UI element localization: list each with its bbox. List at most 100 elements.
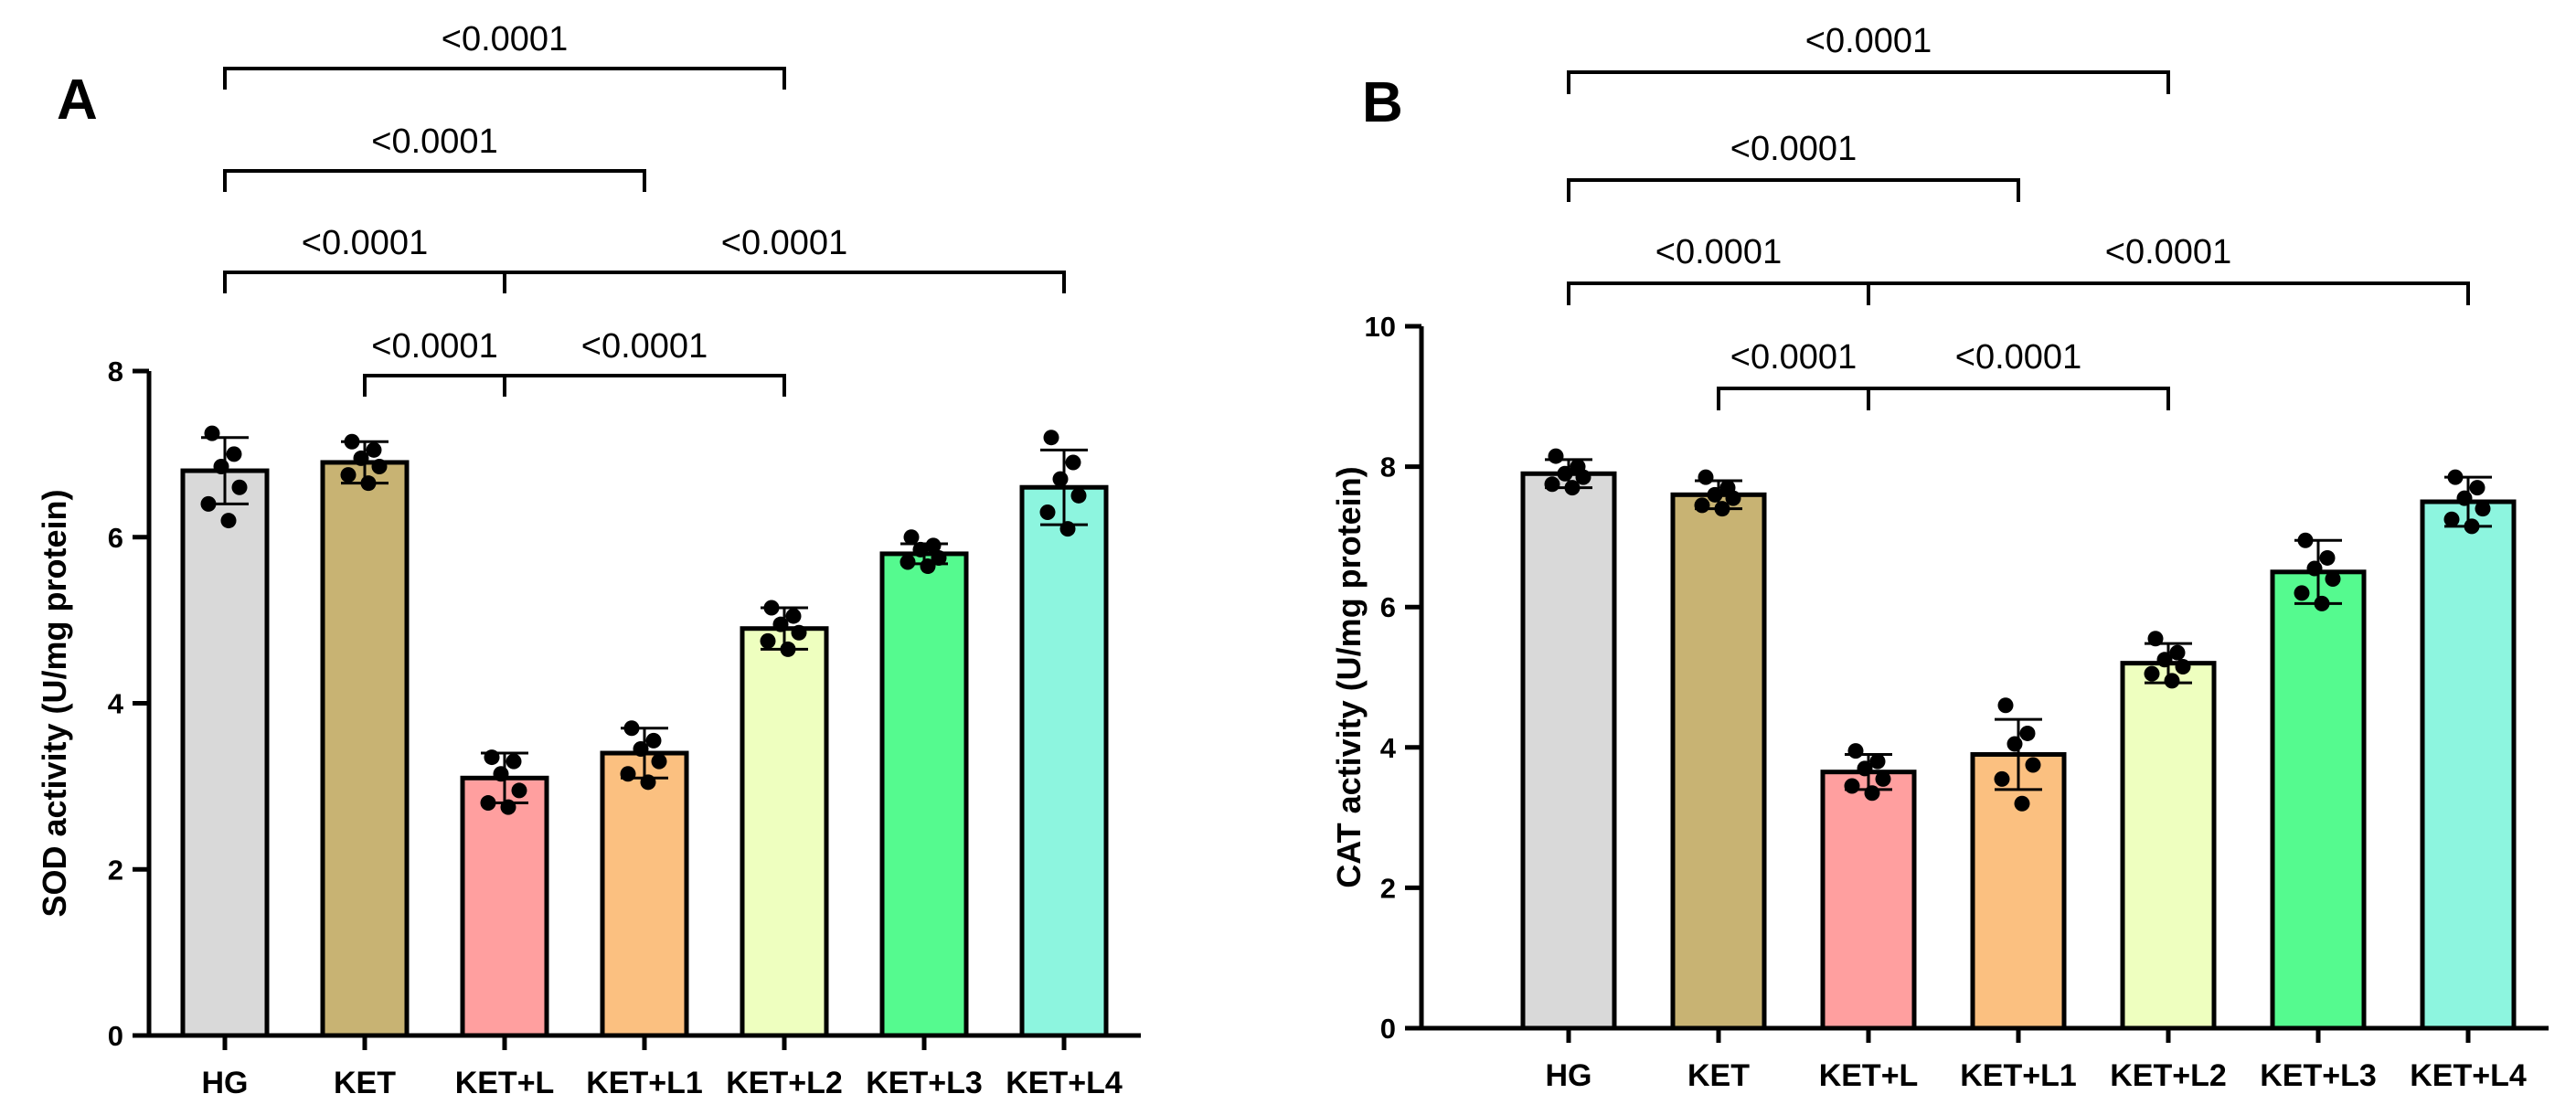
data-point xyxy=(1557,465,1573,482)
data-point xyxy=(633,740,649,757)
data-point xyxy=(1694,497,1710,514)
data-point xyxy=(920,558,936,575)
data-point xyxy=(1707,486,1723,503)
p-value-label: <0.0001 xyxy=(302,224,428,262)
bar xyxy=(1970,751,2067,1031)
data-point xyxy=(2175,658,2191,674)
data-point xyxy=(2164,673,2180,689)
data-point xyxy=(1994,770,2010,787)
significance-bracket xyxy=(223,169,646,192)
significance-bracket xyxy=(1867,281,2470,305)
data-point xyxy=(2443,511,2460,527)
data-point xyxy=(1575,469,1591,485)
category-label: KET+L3 xyxy=(866,1066,983,1100)
data-point xyxy=(511,782,527,799)
p-value-label: <0.0001 xyxy=(1730,130,1857,168)
bar xyxy=(2120,661,2217,1031)
significance-bracket xyxy=(223,271,506,293)
data-point xyxy=(493,766,509,782)
bar xyxy=(879,551,969,1038)
y-tick-label: 10 xyxy=(1365,311,1396,343)
data-point xyxy=(2294,585,2310,601)
data-point xyxy=(2147,631,2164,647)
data-point xyxy=(925,537,942,554)
data-point xyxy=(371,459,388,475)
data-point xyxy=(226,446,242,462)
significance-bracket xyxy=(363,374,506,397)
bar xyxy=(600,750,689,1038)
significance-bracket xyxy=(1867,387,2170,410)
data-point xyxy=(760,632,776,649)
data-point xyxy=(2019,725,2036,741)
data-point xyxy=(2447,469,2464,485)
y-tick-label: 4 xyxy=(1380,732,1397,764)
data-point xyxy=(1869,753,1886,770)
data-point xyxy=(2144,665,2160,682)
data-point xyxy=(2325,570,2341,587)
data-point xyxy=(791,624,807,641)
category-label: HG xyxy=(1546,1058,1592,1093)
data-point xyxy=(763,600,780,616)
data-point xyxy=(484,749,500,766)
y-tick-label: 4 xyxy=(108,688,124,720)
category-label: KET+L1 xyxy=(1960,1058,2077,1093)
y-axis-title: SOD activity (U/mg protein) xyxy=(36,489,73,917)
y-tick-label: 2 xyxy=(108,854,123,886)
data-point xyxy=(204,425,220,441)
data-point xyxy=(1043,430,1059,446)
data-point xyxy=(2306,560,2323,577)
data-point xyxy=(2297,532,2314,548)
data-point xyxy=(1548,448,1564,464)
p-value-label: <0.0001 xyxy=(1955,338,2081,377)
data-point xyxy=(903,529,920,546)
data-point xyxy=(1864,785,1880,802)
category-label: KET+L2 xyxy=(726,1066,843,1100)
data-point xyxy=(1039,504,1056,520)
y-tick-label: 0 xyxy=(1380,1013,1396,1045)
data-point xyxy=(2014,795,2030,812)
data-point xyxy=(1052,471,1069,487)
bar xyxy=(2270,569,2367,1031)
panel-b-chart: B CAT activity (U/mg protein) 0 2 4 6 8 10 HG KET… xyxy=(1330,22,2549,1093)
p-value-label: <0.0001 xyxy=(1805,22,1932,60)
y-tick-label: 6 xyxy=(108,522,123,554)
data-point xyxy=(220,513,237,529)
data-point xyxy=(1875,770,1891,787)
y-tick-label: 8 xyxy=(108,356,123,388)
data-point xyxy=(1059,521,1076,537)
significance-bracket xyxy=(223,67,786,90)
category-label: KET+L xyxy=(1819,1058,1919,1093)
bar xyxy=(1019,484,1109,1038)
data-point xyxy=(2456,490,2473,506)
data-point xyxy=(1997,697,2014,714)
y-tick-label: 0 xyxy=(108,1020,123,1052)
data-point xyxy=(620,766,636,782)
p-value-label: <0.0001 xyxy=(442,20,568,58)
data-point xyxy=(200,495,217,512)
y-tick-label: 8 xyxy=(1380,451,1396,483)
data-point xyxy=(360,475,377,492)
data-point xyxy=(1714,501,1730,517)
category-label: KET xyxy=(334,1066,396,1100)
data-point xyxy=(353,450,369,466)
data-point xyxy=(340,467,357,483)
data-point xyxy=(1564,480,1581,496)
category-label: KET+L1 xyxy=(586,1066,703,1100)
data-point xyxy=(2169,644,2186,661)
p-value-label: <0.0001 xyxy=(581,327,708,366)
data-point xyxy=(480,795,496,812)
significance-bracket xyxy=(1717,387,1870,410)
data-point xyxy=(1698,469,1714,485)
category-label: KET xyxy=(1687,1058,1750,1093)
data-point xyxy=(2464,518,2480,535)
significance-bracket xyxy=(1567,281,1870,305)
data-point xyxy=(2156,652,2173,668)
data-point xyxy=(1847,743,1864,759)
y-tick-label: 6 xyxy=(1380,591,1396,623)
category-label: KET+L3 xyxy=(2260,1058,2377,1093)
data-point xyxy=(785,608,802,624)
data-point xyxy=(899,554,916,570)
data-point xyxy=(213,459,229,475)
data-point xyxy=(1070,487,1087,504)
